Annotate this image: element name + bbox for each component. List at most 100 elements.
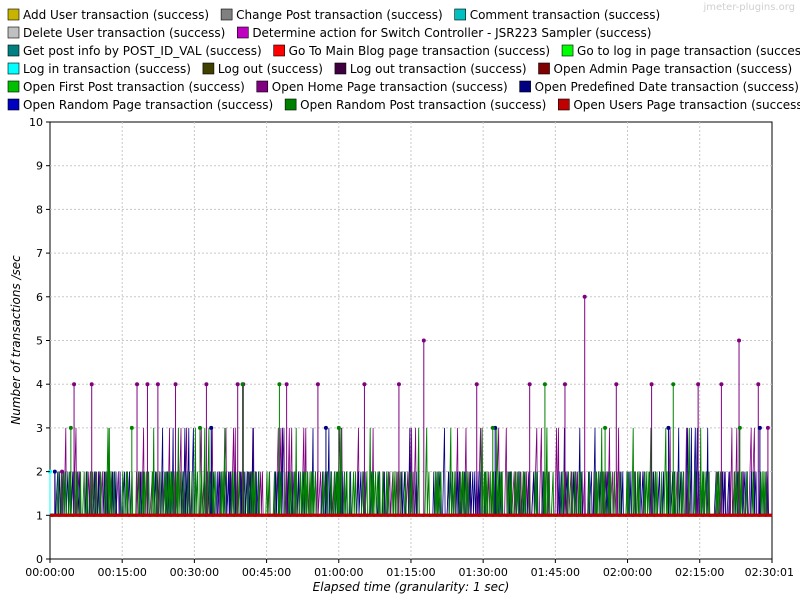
- legend-swatch: [202, 62, 215, 75]
- legend-swatch: [256, 80, 269, 93]
- y-tick-label: 3: [36, 422, 43, 435]
- x-tick-label: 01:15:00: [386, 566, 435, 579]
- legend-label: Determine action for Switch Controller -…: [252, 26, 651, 40]
- baseline-point: [393, 513, 397, 517]
- x-tick-label: 01:30:00: [458, 566, 507, 579]
- legend-item: Determine action for Switch Controller -…: [237, 26, 651, 40]
- legend-item: Add User transaction (success): [7, 8, 209, 22]
- x-tick-label: 02:15:00: [675, 566, 724, 579]
- x-tick-label: 02:00:00: [603, 566, 652, 579]
- legend-item: Delete User transaction (success): [7, 26, 225, 40]
- baseline-point: [596, 513, 600, 517]
- baseline-point: [582, 513, 586, 517]
- baseline-point: [617, 513, 621, 517]
- y-axis-title: Number of transactions /sec: [9, 255, 23, 425]
- data-point: [671, 382, 676, 387]
- legend-item: Open Random Post transaction (success): [284, 98, 546, 112]
- legend-label: Open Admin Page transaction (success): [554, 62, 793, 76]
- legend-label: Get post info by POST_ID_VAL (success): [23, 44, 262, 58]
- baseline-point: [358, 513, 362, 517]
- baseline-point: [169, 513, 173, 517]
- data-point: [666, 425, 671, 430]
- baseline-point: [253, 513, 257, 517]
- legend-swatch: [7, 8, 20, 21]
- baseline-point: [260, 513, 264, 517]
- baseline-point: [204, 513, 208, 517]
- legend-swatch: [237, 26, 249, 39]
- baseline-point: [155, 513, 159, 517]
- baseline-point: [239, 513, 243, 517]
- baseline-point: [750, 513, 754, 517]
- baseline-point: [575, 513, 579, 517]
- y-tick-label: 7: [36, 247, 43, 260]
- data-point: [336, 425, 341, 430]
- baseline-point: [512, 513, 516, 517]
- baseline-point: [505, 513, 509, 517]
- baseline-point: [533, 513, 537, 517]
- legend-label: Change Post transaction (success): [236, 8, 443, 22]
- baseline-point: [708, 513, 712, 517]
- legend-label: Log in transaction (success): [23, 62, 191, 76]
- baseline-point: [561, 513, 565, 517]
- legend-swatch: [561, 44, 574, 57]
- baseline-point: [281, 513, 285, 517]
- y-tick-label: 5: [36, 335, 43, 348]
- baseline-point: [225, 513, 229, 517]
- baseline-point: [680, 513, 684, 517]
- baseline-point: [246, 513, 250, 517]
- legend-swatch: [558, 98, 570, 111]
- data-point: [173, 382, 178, 387]
- baseline-point: [57, 513, 61, 517]
- data-point: [765, 425, 770, 430]
- data-point: [197, 425, 202, 430]
- baseline-point: [568, 513, 572, 517]
- baseline-point: [722, 513, 726, 517]
- data-point: [72, 382, 77, 387]
- baseline-point: [309, 513, 313, 517]
- y-tick-label: 1: [36, 509, 43, 522]
- legend-label: Open Predefined Date transaction (succes…: [535, 80, 799, 94]
- data-point: [209, 425, 214, 430]
- data-point: [60, 469, 65, 474]
- legend-swatch: [273, 44, 285, 57]
- baseline-point: [652, 513, 656, 517]
- baseline-point: [610, 513, 614, 517]
- data-point: [649, 382, 654, 387]
- baseline-point: [442, 513, 446, 517]
- baseline-point: [197, 513, 201, 517]
- legend-item: Open Users Page transaction (success): [558, 98, 800, 112]
- legend-item: Open Random Page transaction (success): [7, 98, 273, 112]
- legend-item: Open First Post transaction (success): [7, 80, 245, 94]
- baseline-point: [316, 513, 320, 517]
- baseline-point: [638, 513, 642, 517]
- data-point: [562, 382, 567, 387]
- baseline-point: [176, 513, 180, 517]
- legend-swatch: [538, 62, 550, 75]
- data-point: [603, 425, 608, 430]
- legend-label: Add User transaction (success): [23, 8, 209, 22]
- legend-label: Open Users Page transaction (success): [573, 98, 800, 112]
- data-point: [204, 382, 209, 387]
- baseline-point: [547, 513, 551, 517]
- baseline-point: [190, 513, 194, 517]
- baseline-point: [456, 513, 460, 517]
- x-tick-label: 00:00:00: [25, 566, 74, 579]
- legend-swatch: [220, 8, 233, 21]
- baseline-point: [302, 513, 306, 517]
- y-tick-label: 0: [36, 553, 43, 566]
- legend-item: Log in transaction (success): [7, 62, 191, 76]
- baseline-point: [729, 513, 733, 517]
- x-tick-label: 00:15:00: [97, 566, 146, 579]
- data-point: [396, 382, 401, 387]
- legend-label: Open Home Page transaction (success): [272, 80, 508, 94]
- legend-label: Delete User transaction (success): [23, 26, 225, 40]
- baseline-point: [407, 513, 411, 517]
- baseline-point: [631, 513, 635, 517]
- legend-label: Comment transaction (success): [470, 8, 661, 22]
- baseline-point: [666, 513, 670, 517]
- data-point: [277, 382, 282, 387]
- baseline-point: [519, 513, 523, 517]
- data-point: [474, 382, 479, 387]
- legend-label: Go to log in page transaction (success): [577, 44, 800, 58]
- baseline-point: [127, 513, 131, 517]
